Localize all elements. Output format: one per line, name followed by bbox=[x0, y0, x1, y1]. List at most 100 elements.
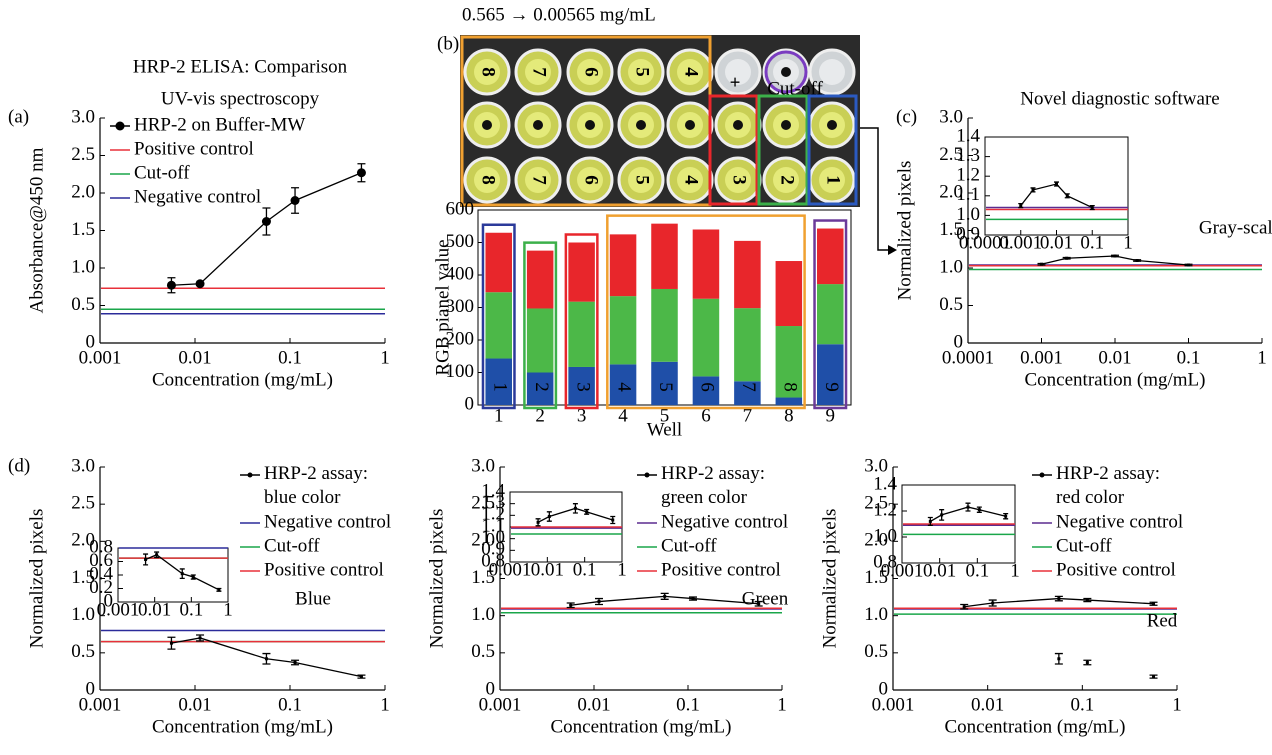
marker bbox=[1135, 259, 1139, 262]
x-axis-label: Concentration (mg/mL) bbox=[152, 716, 333, 737]
marker bbox=[1055, 182, 1058, 186]
marker bbox=[217, 588, 221, 592]
marker bbox=[191, 575, 195, 579]
x-tick-label: 0.1 bbox=[1177, 348, 1201, 369]
marker bbox=[1085, 660, 1089, 664]
well-label: 7 bbox=[529, 175, 550, 185]
well-inner bbox=[677, 59, 703, 85]
bar-segment bbox=[734, 381, 761, 405]
well-inner bbox=[577, 59, 603, 85]
group-frame bbox=[564, 233, 599, 410]
y-tick-label: 1.5 bbox=[939, 219, 963, 240]
x-tick-label: 1 bbox=[617, 560, 627, 581]
ring bbox=[764, 50, 808, 94]
y-tick-label: 1.0 bbox=[864, 604, 888, 625]
legend-label: Negative control bbox=[1056, 511, 1183, 532]
marker bbox=[757, 602, 761, 606]
x-tick-label: 1 bbox=[494, 405, 504, 426]
x-axis-label: Well bbox=[647, 419, 682, 440]
bar-number: 1 bbox=[489, 382, 510, 392]
bar-number: 3 bbox=[572, 382, 593, 392]
marker bbox=[536, 520, 540, 524]
marker bbox=[1113, 254, 1117, 258]
bar-number: 9 bbox=[821, 382, 842, 392]
arrow bbox=[856, 127, 890, 251]
y-tick-label: 3.0 bbox=[71, 106, 95, 127]
x-tick-label: 0.1 bbox=[573, 560, 597, 581]
y-tick-label: 1.0 bbox=[471, 604, 495, 625]
well-label: 3 bbox=[729, 175, 750, 185]
well-inner bbox=[773, 167, 799, 193]
marker bbox=[293, 660, 297, 664]
panel-label: (c) bbox=[896, 106, 917, 127]
chart-subtitle: UV-vis spectroscopy bbox=[161, 88, 320, 109]
well-inner bbox=[628, 167, 654, 193]
marker bbox=[1057, 657, 1061, 661]
x-tick-label: 8 bbox=[784, 405, 794, 426]
bar-segment bbox=[692, 229, 720, 299]
group-frame bbox=[813, 219, 848, 410]
x-tick-label: 0.001 bbox=[999, 233, 1042, 254]
y-tick-label: 2.5 bbox=[71, 144, 95, 165]
x-tick-label: 0.001 bbox=[881, 561, 924, 582]
legend-label: Positive control bbox=[1056, 559, 1176, 580]
legend-marker bbox=[644, 472, 650, 478]
y-tick-label: 1.0 bbox=[71, 256, 95, 277]
y-tick-label: 3.0 bbox=[71, 455, 95, 476]
bar-segment bbox=[734, 240, 761, 309]
y-tick-label: 1.2 bbox=[873, 499, 897, 520]
y-tick-label: 1.0 bbox=[873, 525, 897, 546]
well-inner bbox=[819, 167, 845, 193]
bar-segment bbox=[568, 366, 595, 405]
marker bbox=[1065, 256, 1069, 260]
bar-number: 6 bbox=[697, 382, 718, 392]
x-tick-label: 0.001 bbox=[79, 695, 122, 716]
bar-segment bbox=[526, 250, 554, 309]
marker bbox=[962, 605, 966, 609]
bar-segment bbox=[817, 284, 844, 345]
x-tick-label: 0.01 bbox=[923, 561, 956, 582]
y-tick-label: 2.5 bbox=[939, 144, 963, 165]
bar-segment bbox=[609, 296, 637, 365]
x-tick-label: 0.01 bbox=[138, 600, 171, 621]
x-tick-label: 0.001 bbox=[872, 695, 915, 716]
well-inner bbox=[525, 167, 551, 193]
y-tick-label: 1.0 bbox=[939, 256, 963, 277]
plus-label: + bbox=[730, 72, 741, 93]
y-axis-label: Normalized pixels bbox=[894, 161, 915, 301]
x-tick-label: 7 bbox=[743, 405, 753, 426]
marker bbox=[1090, 206, 1094, 210]
well-inner bbox=[628, 59, 654, 85]
inset-frame bbox=[117, 547, 229, 603]
x-tick-label: 0.001 bbox=[97, 600, 140, 621]
bar-number: 7 bbox=[738, 382, 759, 392]
x-tick-label: 1 bbox=[380, 695, 390, 716]
bar-segment bbox=[526, 372, 554, 405]
legend-marker bbox=[247, 472, 253, 478]
y-tick-label: 3.0 bbox=[864, 455, 888, 476]
bar-segment bbox=[775, 326, 803, 398]
y-tick-label: 500 bbox=[446, 231, 475, 252]
y-tick-label: 1.1 bbox=[481, 515, 505, 536]
well-inner bbox=[725, 59, 751, 85]
well-dot bbox=[533, 120, 543, 130]
bar-segment bbox=[817, 228, 844, 285]
well-label: 7 bbox=[529, 67, 550, 77]
y-tick-label: 1.5 bbox=[471, 567, 495, 588]
marker bbox=[155, 553, 159, 557]
legend-label: Negative control bbox=[264, 511, 391, 532]
x-tick-label: 9 bbox=[826, 405, 836, 426]
x-tick-label: 0.01 bbox=[971, 695, 1004, 716]
bar-segment bbox=[734, 308, 761, 382]
y-tick-label: 2.0 bbox=[71, 530, 95, 551]
y-tick-label: 0.5 bbox=[71, 641, 95, 662]
bar-segment bbox=[609, 364, 637, 405]
marker bbox=[195, 279, 205, 289]
well-label: 6 bbox=[581, 175, 602, 185]
y-tick-label: 100 bbox=[446, 361, 475, 382]
group-frame bbox=[606, 214, 806, 410]
legend-label: Cut-off bbox=[1056, 535, 1112, 556]
panel-label: (d) bbox=[8, 455, 30, 476]
y-axis-label: Normalized pixels bbox=[426, 509, 447, 649]
well-dot bbox=[827, 120, 837, 130]
